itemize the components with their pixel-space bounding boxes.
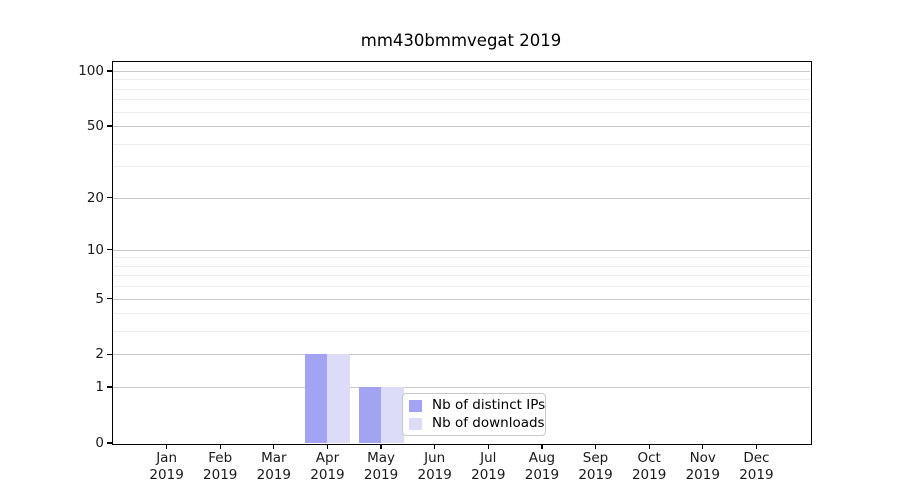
legend-label-downloads: Nb of downloads xyxy=(432,415,545,431)
x-tick-label: Jul 2019 xyxy=(448,450,528,483)
minor-gridline xyxy=(113,79,810,81)
x-tick-year: 2019 xyxy=(417,466,452,483)
x-tick-month: Feb xyxy=(208,450,233,466)
x-tick-label: Apr 2019 xyxy=(287,450,367,483)
y-tick-label: 2 xyxy=(95,346,104,363)
minor-gridline xyxy=(113,111,810,113)
x-tick-year: 2019 xyxy=(578,466,613,483)
x-tick-label: Dec 2019 xyxy=(716,450,796,483)
x-tick-month: May xyxy=(367,450,396,466)
y-tick-label: 1 xyxy=(95,379,104,396)
x-tick-month: Apr xyxy=(315,450,340,466)
y-tick-label: 50 xyxy=(86,118,104,135)
minor-gridline xyxy=(113,265,810,267)
x-tick-year: 2019 xyxy=(471,466,506,483)
y-tick-mark xyxy=(107,353,112,356)
y-tick-mark xyxy=(107,70,112,72)
minor-gridline xyxy=(113,313,810,315)
plot-area xyxy=(113,62,810,443)
x-tick-month: Jun xyxy=(424,450,446,466)
bar-distinct-ips xyxy=(358,387,382,443)
legend-label-distinct-ips: Nb of distinct IPs xyxy=(432,397,546,413)
legend: Nb of distinct IPs Nb of downloads xyxy=(402,393,546,436)
y-tick-label: 10 xyxy=(86,241,104,258)
x-tick-label: Jan 2019 xyxy=(127,450,207,483)
major-gridline xyxy=(113,249,810,251)
major-gridline xyxy=(113,197,810,199)
x-tick-mark xyxy=(594,444,597,449)
minor-gridline xyxy=(113,99,810,101)
x-tick-mark xyxy=(326,444,329,449)
x-tick-mark xyxy=(648,444,650,449)
legend-item-distinct-ips: Nb of distinct IPs xyxy=(409,398,545,412)
bar-downloads xyxy=(327,354,350,443)
x-tick-year: 2019 xyxy=(203,466,238,483)
y-tick-mark xyxy=(107,442,112,444)
major-gridline xyxy=(113,71,810,73)
x-tick-month: Jan xyxy=(156,450,178,466)
x-tick-mark xyxy=(219,444,221,449)
x-tick-month: Dec xyxy=(743,450,770,466)
x-tick-label: Jun 2019 xyxy=(395,450,475,483)
bar-downloads xyxy=(381,387,404,443)
major-gridline xyxy=(113,126,810,128)
legend-swatch-distinct-ips xyxy=(409,399,422,412)
x-tick-mark xyxy=(165,444,168,449)
y-tick-mark xyxy=(107,297,112,300)
legend-swatch-downloads xyxy=(409,417,422,430)
x-tick-label: Aug 2019 xyxy=(502,450,582,483)
x-tick-label: Feb 2019 xyxy=(180,450,260,483)
minor-gridline xyxy=(113,275,810,277)
x-tick-month: Sep xyxy=(582,450,609,466)
legend-item-downloads: Nb of downloads xyxy=(409,416,545,430)
x-tick-month: Oct xyxy=(637,450,661,466)
y-tick-label: 20 xyxy=(86,189,104,206)
x-tick-mark xyxy=(273,444,275,449)
x-tick-month: Jul xyxy=(480,450,497,466)
x-tick-label: May 2019 xyxy=(341,450,421,483)
x-tick-mark xyxy=(434,444,436,449)
y-tick-mark xyxy=(107,386,112,388)
x-tick-month: Aug xyxy=(528,450,556,466)
minor-gridline xyxy=(113,143,810,145)
x-tick-year: 2019 xyxy=(256,466,292,483)
chart-title: mm430bmmvegat 2019 xyxy=(360,31,562,50)
x-tick-label: Nov 2019 xyxy=(663,450,743,483)
minor-gridline xyxy=(113,286,810,288)
major-gridline xyxy=(113,298,810,300)
major-gridline xyxy=(113,387,810,389)
x-tick-label: Sep 2019 xyxy=(556,450,636,483)
minor-gridline xyxy=(113,331,810,333)
x-tick-year: 2019 xyxy=(685,466,720,483)
major-gridline xyxy=(113,354,810,356)
x-tick-mark xyxy=(755,444,758,449)
x-tick-year: 2019 xyxy=(631,466,667,483)
y-tick-label: 100 xyxy=(78,63,104,80)
x-tick-month: Mar xyxy=(261,450,287,466)
x-tick-month: Nov xyxy=(689,450,716,466)
y-tick-label: 0 xyxy=(95,435,104,451)
minor-gridline xyxy=(113,257,810,259)
y-tick-mark xyxy=(107,196,112,199)
bar-distinct-ips xyxy=(304,354,328,443)
x-tick-mark xyxy=(380,444,382,449)
minor-gridline xyxy=(113,166,810,168)
x-tick-label: Mar 2019 xyxy=(234,450,314,483)
y-tick-label: 5 xyxy=(95,290,104,307)
x-tick-mark xyxy=(541,444,543,449)
x-tick-mark xyxy=(487,444,489,449)
x-tick-year: 2019 xyxy=(524,466,560,483)
x-tick-label: Oct 2019 xyxy=(609,450,689,483)
y-tick-mark xyxy=(107,249,112,251)
x-tick-mark xyxy=(702,444,704,449)
x-tick-year: 2019 xyxy=(363,466,399,483)
y-tick-mark xyxy=(107,125,112,127)
x-tick-year: 2019 xyxy=(310,466,345,483)
minor-gridline xyxy=(113,88,810,90)
x-tick-year: 2019 xyxy=(739,466,774,483)
x-tick-year: 2019 xyxy=(149,466,184,483)
